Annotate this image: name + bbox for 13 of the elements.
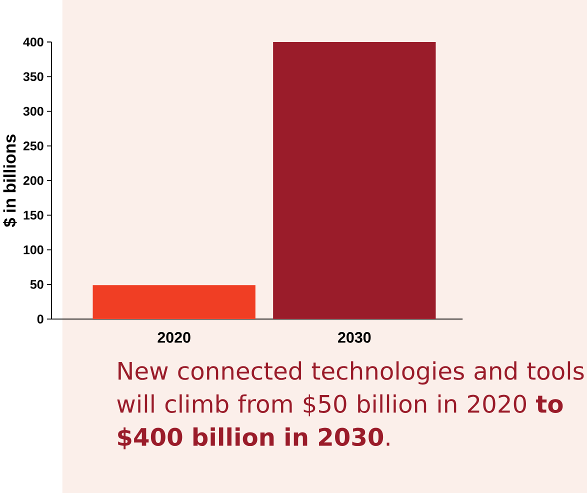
y-tick-label: 150 (24, 210, 44, 220)
y-tick-label: 100 (24, 245, 44, 254)
y-tick-label: 400 (23, 37, 44, 46)
y-tick-label: 250 (23, 141, 44, 150)
y-tick-label: 300 (23, 106, 44, 116)
y-tick-label: 350 (23, 72, 44, 81)
y-axis-title: $ in billions (2, 134, 17, 227)
y-tick-label: 0 (37, 314, 44, 324)
text: New connected technologies and tools will climb from $50 billion in 2020 to $400 billion in 2030. (117, 361, 584, 450)
y-tick-label: 50 (30, 280, 44, 289)
y-tick-label: 200 (23, 176, 44, 185)
x-tick-label: 2030 (338, 332, 371, 343)
x-tick-label: 2020 (158, 332, 190, 343)
